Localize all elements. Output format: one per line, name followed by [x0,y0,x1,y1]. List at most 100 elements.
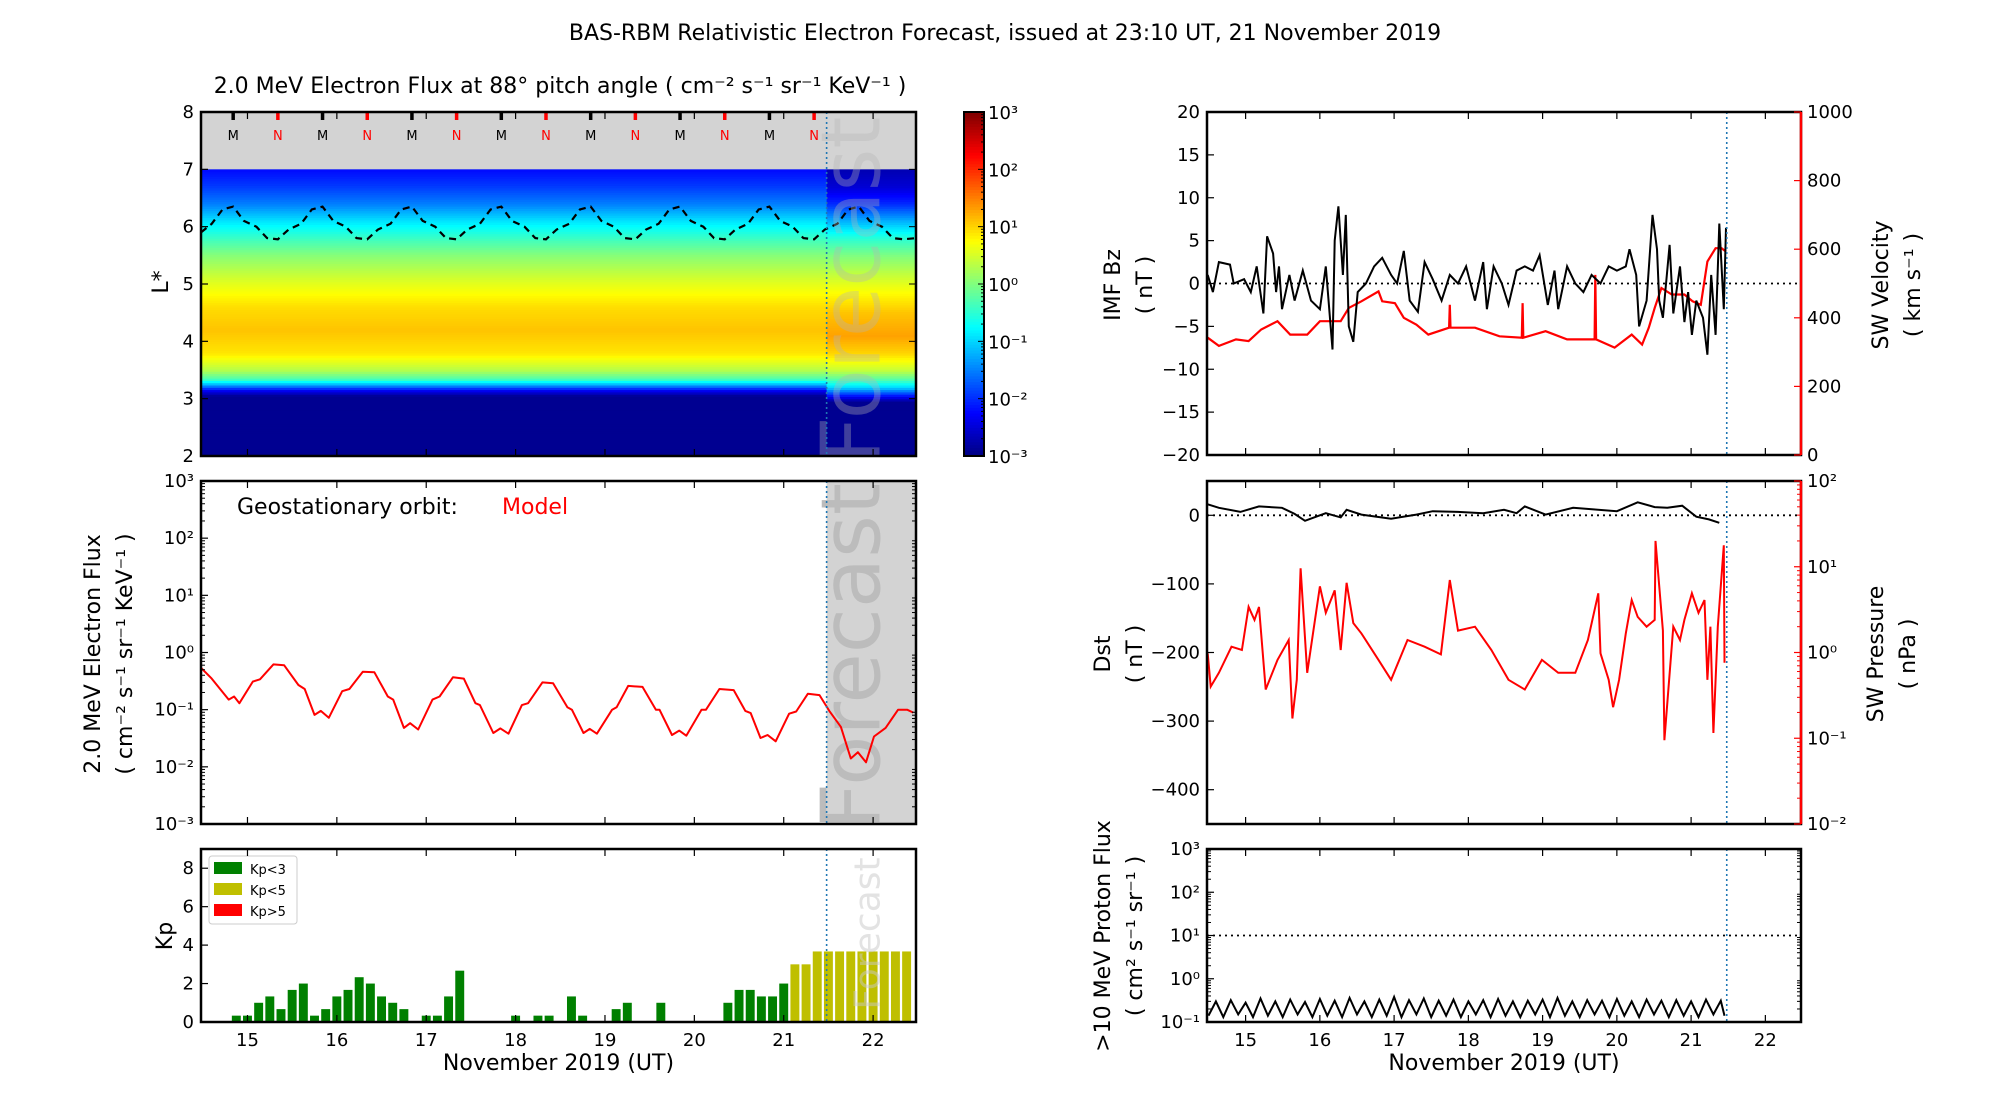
spectrogram-ytick-label: 3 [183,389,194,410]
heatmap-cell-forecast [826,355,916,358]
proton-flux-line [1207,994,1726,1020]
colorbar-cell [964,289,984,294]
heatmap-cell-forecast [826,222,916,225]
colorbar-cell [964,200,984,205]
spectrogram-ytick-label: 2 [183,446,194,467]
forecast-watermark: Forecast [847,857,888,1009]
heatmap-cell [201,290,828,294]
heatmap-cell-forecast [826,176,916,180]
heatmap-cell [201,430,828,434]
colorbar-cell [964,134,984,139]
x-tick-label: 17 [1383,1030,1406,1051]
colorbar-cell [964,384,984,388]
kp-ylabel: Kp [153,922,178,950]
kp-bar [790,964,800,1022]
geo-annotation-model: Model [502,495,568,520]
heatmap-cell [201,254,828,258]
kp-bar [254,1002,264,1022]
heatmap-cell [201,325,828,329]
colorbar-cell [964,261,984,265]
mlt-marker-label: N [362,129,372,144]
imf-ytick-label: −20 [1162,445,1200,466]
heatmap-cell-forecast [826,334,916,338]
dst-line [1207,501,1720,524]
proton-ytick-label: 10³ [1170,839,1200,860]
kp-ylabel-line: Kp [153,922,178,950]
kp-ytick-label: 0 [183,1012,194,1033]
colorbar-cell [964,123,984,127]
heatmap-cell-forecast [826,403,916,407]
heatmap-cell [201,364,828,368]
colorbar-tick-label: 10³ [988,103,1018,124]
heatmap-cell-forecast [826,423,916,427]
heatmap-cell-forecast [826,329,916,333]
heatmap-cell [201,199,828,203]
mlt-marker-label: M [496,129,507,144]
heatmap-cell-forecast [826,449,916,453]
heatmap-cell [201,196,828,200]
colorbar-cell [964,275,984,279]
heatmap-cell [201,238,828,242]
kp-bar [812,951,822,1022]
colorbar-cell [964,163,984,168]
kp-bar [890,951,900,1022]
heatmap-cell [201,327,828,331]
kp-bar [343,989,353,1022]
colorbar-cell [964,157,984,162]
colorbar-cell [964,281,984,285]
kp-bar [823,951,833,1022]
heatmap-cell [201,357,828,361]
kp-bar [578,1015,588,1022]
kp-bar [310,1015,319,1022]
colorbar-cell [964,378,984,383]
heatmap-cell [201,226,828,230]
heatmap-cell [201,247,828,251]
colorbar-cell [964,424,984,428]
geo-flux-ytick-label: 10¹ [164,585,194,606]
colorbar-cell [964,332,984,337]
x-tick-label: 18 [504,1030,527,1051]
colorbar-cell [964,226,984,231]
heatmap-cell [201,189,828,193]
heatmap-cell [201,389,828,393]
kp-bar [444,996,454,1022]
kp-bar [287,989,297,1022]
proton-flux-ylabel-units: ( cm² s⁻¹ sr⁻¹ ) [1123,856,1148,1016]
heatmap-cell-forecast [826,254,916,258]
heatmap-cell-forecast [826,382,916,386]
heatmap-cell [201,267,828,271]
spectrogram-ytick-label: 4 [183,331,194,352]
heatmap-cell [201,398,828,402]
geo-flux-ytick-label: 10⁻² [154,757,194,778]
imf-bz-ylabel: IMF Bz ( nT ) [1101,249,1158,321]
heatmap-cell [201,284,828,287]
heatmap-cell-forecast [826,185,916,189]
colorbar-cell [964,430,984,434]
heatmap-cell [201,215,828,219]
heatmap-cell-forecast [826,384,916,388]
colorbar-cell [964,401,984,405]
heatmap-cell-forecast [826,183,916,186]
heatmap-cell [201,274,828,278]
heatmap-cell-forecast [826,380,916,384]
heatmap-cell [201,318,828,322]
kp-bar [544,1015,554,1022]
heatmap-cell-forecast [826,247,916,251]
colorbar-cell [964,415,984,420]
legend-label: Kp<3 [250,863,286,878]
heatmap-cell-forecast [826,439,916,443]
heatmap-cell [201,439,828,443]
heatmap-cell [201,446,828,450]
heatmap-cell [201,302,828,306]
colorbar-cell [964,306,984,311]
colorbar-cell [964,321,984,325]
colorbar-cell [964,358,984,362]
heatmap-cell-forecast [826,378,916,381]
colorbar-cell [964,114,984,119]
sw-pressure-ylabel-units: ( nPa ) [1896,619,1921,690]
colorbar-cell [964,243,984,248]
dst-ytick-label: −300 [1151,711,1200,732]
heatmap-cell [201,423,828,427]
heatmap-cell-forecast [826,371,916,375]
colorbar-cell [964,441,984,446]
